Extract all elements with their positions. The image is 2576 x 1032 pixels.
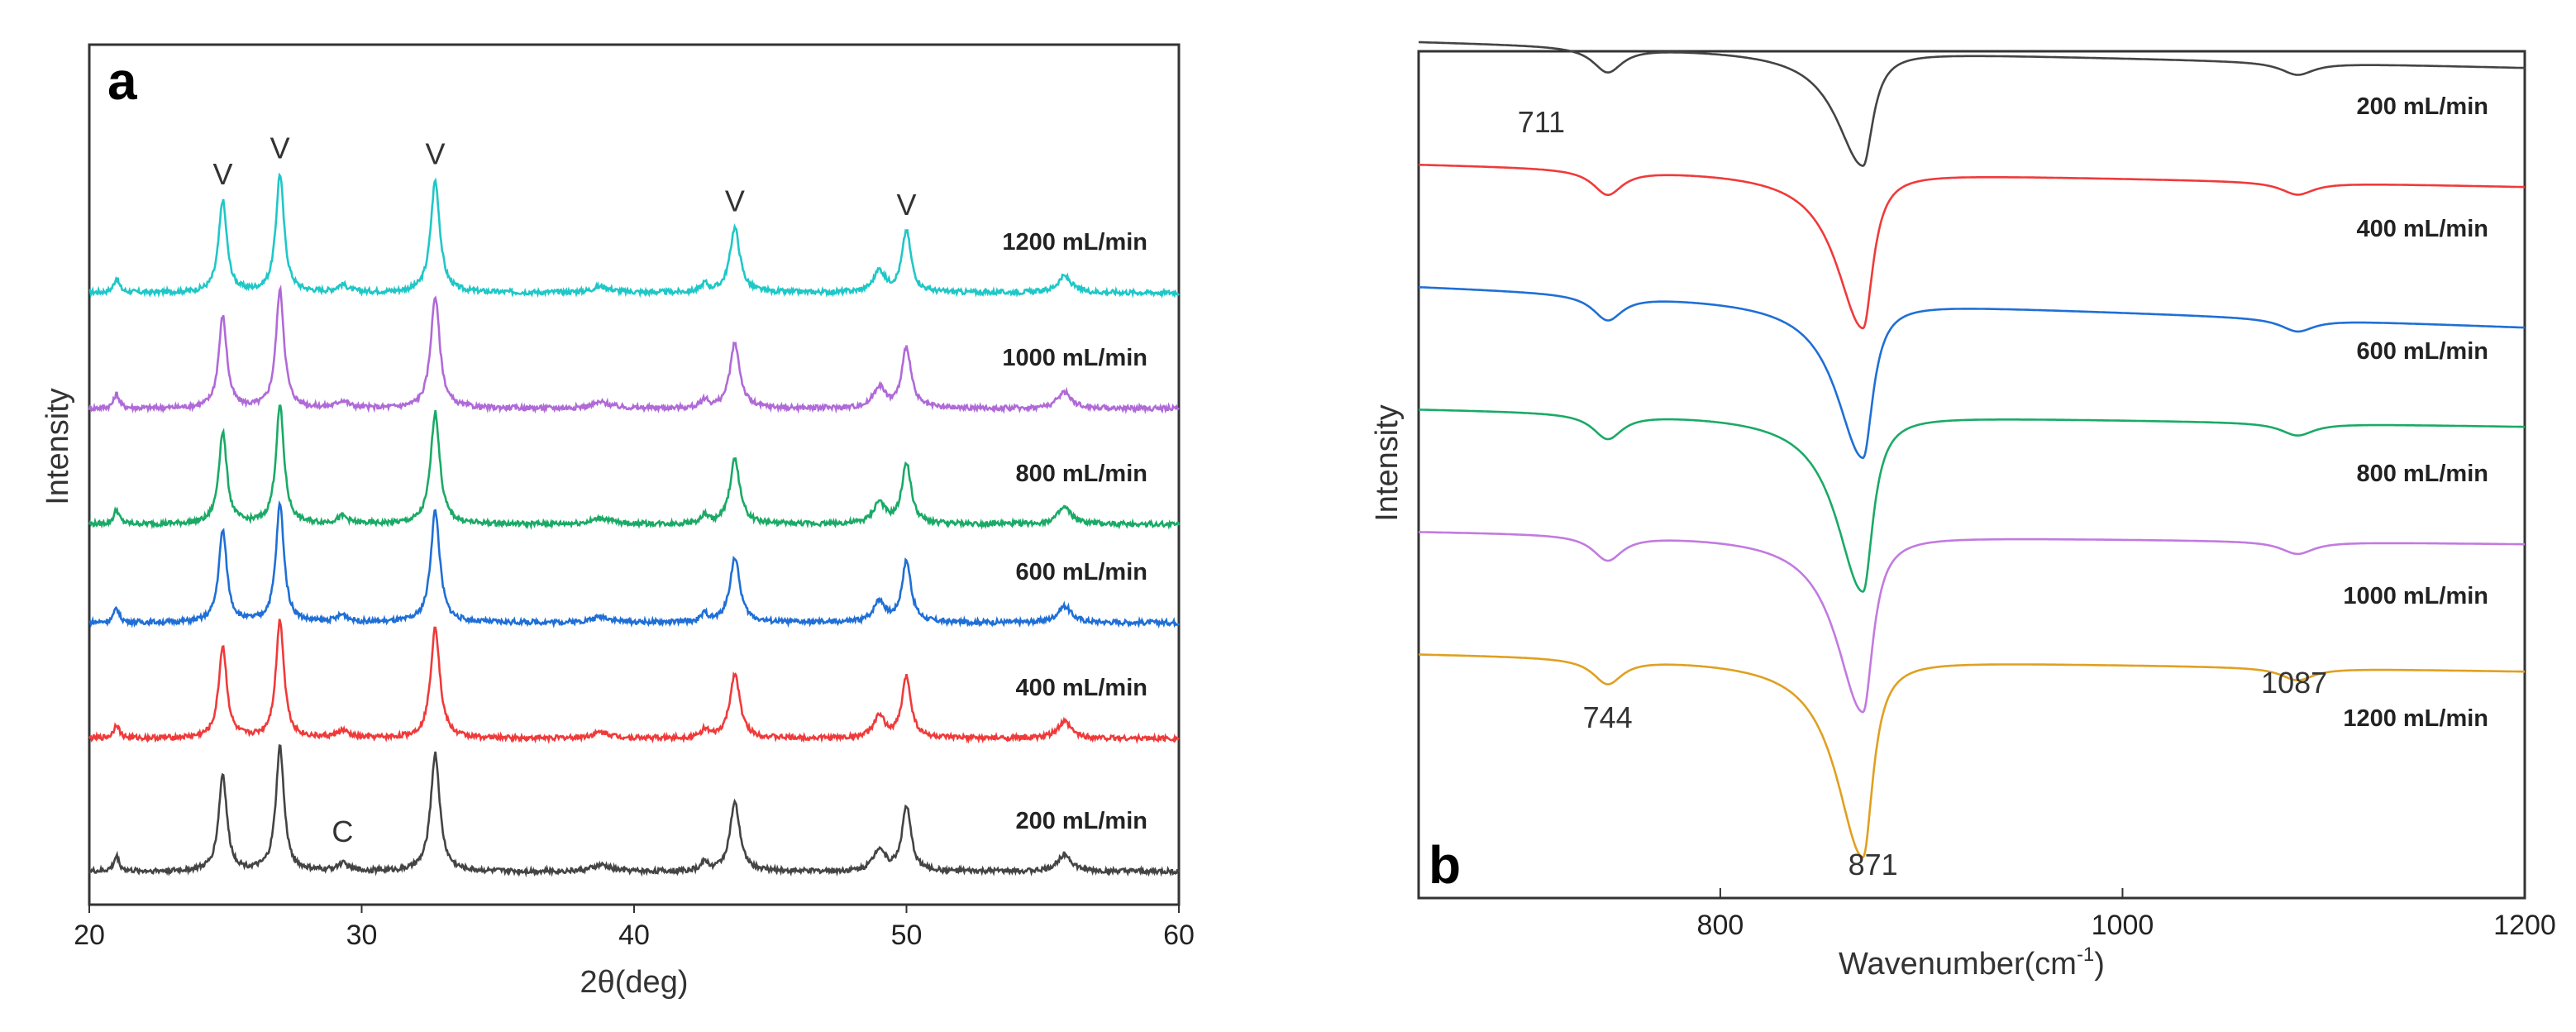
panel-a: 20 30 40 50 60 1200 mL/min 1000 mL/min 800 mL/… [41, 43, 1195, 1000]
panel-b: 800 1000 1200 200 mL/min 400 mL/min 600 mL/m… [1370, 41, 2556, 982]
series-line-a [88, 404, 1181, 531]
series-label-a: 400 mL/min [1015, 675, 1147, 701]
series-line-a [88, 619, 1180, 745]
series-label-a: 1000 mL/min [1002, 345, 1147, 371]
peak-annotation: V [425, 137, 445, 171]
peak-annotation: C [332, 815, 353, 848]
series-label-a: 1200 mL/min [1002, 229, 1147, 256]
band-annotation: 1087 [2261, 666, 2327, 700]
band-annotation: 711 [1518, 105, 1565, 139]
y-axis-title-b: Intensity [1370, 404, 1405, 522]
series-line-b [1419, 41, 2526, 167]
x-axis-title-b-end: ) [2094, 947, 2105, 982]
y-axis-title-a: Intensity [41, 388, 75, 505]
band-annotation: 744 [1583, 700, 1633, 734]
series-labels-a: 1200 mL/min 1000 mL/min 800 mL/min 600 mL/m… [1002, 229, 1147, 834]
annotations-a: V V V V V C [212, 131, 916, 849]
panel-letter-b: b [1429, 835, 1461, 895]
x-ticks-a: 20 30 40 50 60 [74, 905, 1195, 951]
series-group-b [1419, 41, 2526, 858]
x-tick-label-b: 800 [1697, 910, 1744, 941]
series-line-a [88, 499, 1180, 629]
series-label-b: 400 mL/min [2356, 216, 2488, 242]
x-tick-label-b: 1200 [2493, 910, 2556, 941]
series-line-b [1419, 286, 2526, 460]
x-axis-title-b-sup: -1 [2077, 944, 2094, 966]
series-line-b [1419, 408, 2525, 593]
series-line-b [1419, 531, 2525, 714]
series-label-b: 1000 mL/min [2343, 583, 2488, 609]
peak-annotation: V [270, 131, 290, 165]
x-axis-title-b-main: Wavenumber(cm [1839, 947, 2077, 982]
series-label-b: 1200 mL/min [2343, 705, 2488, 732]
panel-letter-a: a [107, 51, 137, 111]
x-axis-title-a: 2θ(deg) [580, 965, 689, 1000]
series-labels-b: 200 mL/min 400 mL/min 600 mL/min 800 mL/min… [2343, 93, 2488, 732]
x-axis-title-b: Wavenumber(cm-1) [1839, 944, 2105, 982]
series-group-a [88, 172, 1181, 878]
series-label-a: 600 mL/min [1015, 559, 1147, 585]
series-label-b: 200 mL/min [2356, 93, 2488, 120]
annotations-b: 711 744 871 1087 [1518, 105, 2327, 882]
x-tick-label-a: 30 [346, 920, 378, 951]
peak-annotation: V [725, 184, 745, 218]
peak-annotation: V [896, 188, 916, 222]
series-line-b [1419, 164, 2525, 330]
series-line-b [1419, 653, 2525, 858]
plot-frame-b [1417, 50, 2526, 900]
series-line-a [88, 743, 1181, 878]
series-label-b: 800 mL/min [2356, 461, 2488, 487]
series-label-a: 200 mL/min [1015, 808, 1147, 834]
x-tick-label-a: 60 [1163, 920, 1195, 951]
x-tick-label-a: 40 [618, 920, 650, 951]
peak-annotation: V [212, 157, 232, 191]
x-tick-label-a: 20 [74, 920, 105, 951]
x-tick-label-b: 1000 [2092, 910, 2154, 941]
series-label-b: 600 mL/min [2356, 338, 2488, 365]
series-line-a [88, 284, 1180, 415]
series-line-a [88, 172, 1180, 299]
series-label-a: 800 mL/min [1015, 461, 1147, 487]
x-tick-label-a: 50 [891, 920, 923, 951]
x-ticks-b: 800 1000 1200 [1697, 888, 2556, 941]
band-annotation: 871 [1849, 848, 1898, 882]
